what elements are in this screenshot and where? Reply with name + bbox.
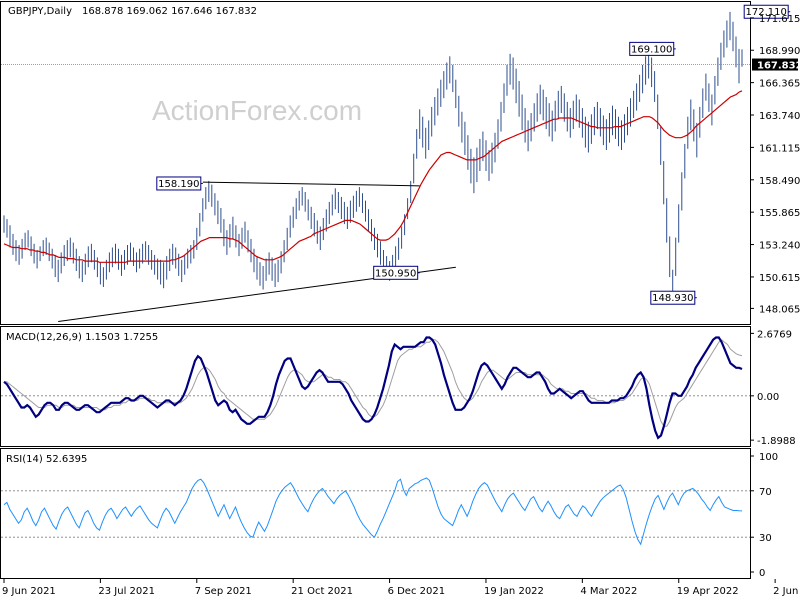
rsi-line: [3, 477, 743, 546]
trendline-upper: [202, 181, 420, 187]
price-axis-label: 163.740: [759, 111, 800, 122]
rsi-axis-label: 30: [759, 533, 772, 544]
ohlc-header: 168.878 169.062 167.646 167.832: [82, 6, 257, 17]
macd-panel: [0, 326, 751, 447]
watermark: ActionForex.com: [152, 95, 362, 126]
annotation-box: [743, 4, 789, 19]
price-axis-label: 166.365: [759, 79, 800, 90]
current-price-tag: [752, 58, 798, 71]
rsi-axis-label: 100: [759, 452, 778, 463]
price-axis-label: 161.115: [759, 143, 800, 154]
rsi-axis-label: 0: [759, 568, 765, 579]
x-axis-label: 4 Mar 2022: [580, 586, 637, 597]
rsi-title: RSI(14) 52.6395: [6, 454, 87, 465]
price-axis-label: 158.490: [759, 176, 800, 187]
macd-axis-label: 0.00: [757, 392, 779, 403]
price-axis-label: 153.240: [759, 241, 800, 252]
annotation-box: [629, 41, 675, 56]
price-axis-label: 168.990: [759, 46, 800, 57]
annotation-label: 169.100: [631, 44, 672, 55]
annotation-box: [650, 290, 696, 305]
rsi-panel: [0, 448, 751, 579]
price-axis-label: 148.065: [759, 304, 800, 315]
price-axis-label: 155.865: [759, 208, 800, 219]
price-axis-label: 171.615: [759, 14, 800, 25]
annotation-label: 148.930: [652, 293, 693, 304]
macd-axis-label: 2.6769: [757, 329, 792, 340]
annotation-box: [156, 176, 202, 191]
x-axis-label: 2 Jun 2022: [773, 586, 800, 597]
x-axis-label: 23 Jul 2021: [98, 586, 155, 597]
rsi-plot-layer: [1, 477, 750, 546]
macd-line: [3, 336, 743, 440]
rsi-axis-label: 70: [759, 487, 772, 498]
price-plot-layer: 158.190 150.950 148.930 169.100 172.110: [1, 4, 791, 323]
axis-labels-layer: 171.615 168.990 166.365 163.740 161.115 158.4…: [2, 14, 800, 597]
macd-axis-label: -1.8988: [757, 436, 796, 447]
macd-title: MACD(12,26,9) 1.1503 1.7255: [6, 332, 158, 343]
current-price-label: 167.832: [757, 61, 800, 72]
annotation-box: [373, 265, 419, 280]
price-axis-label: 150.615: [759, 273, 800, 284]
annotation-label: 172.110: [746, 7, 787, 18]
annotation-label: 158.190: [158, 179, 199, 190]
x-axis-label: 7 Sep 2021: [195, 586, 252, 597]
x-axis-label: 19 Jan 2022: [484, 586, 544, 597]
moving-average-line: [3, 90, 743, 263]
x-axis-label: 6 Dec 2021: [388, 586, 446, 597]
x-axis-label: 9 Jun 2021: [2, 586, 56, 597]
symbol-header: GBPJPY,Daily: [8, 6, 72, 17]
annotation-label: 150.950: [375, 268, 416, 279]
macd-plot-layer: [1, 336, 750, 440]
x-axis-label: 21 Oct 2021: [291, 586, 353, 597]
x-axis-label: 19 Apr 2022: [677, 586, 739, 597]
